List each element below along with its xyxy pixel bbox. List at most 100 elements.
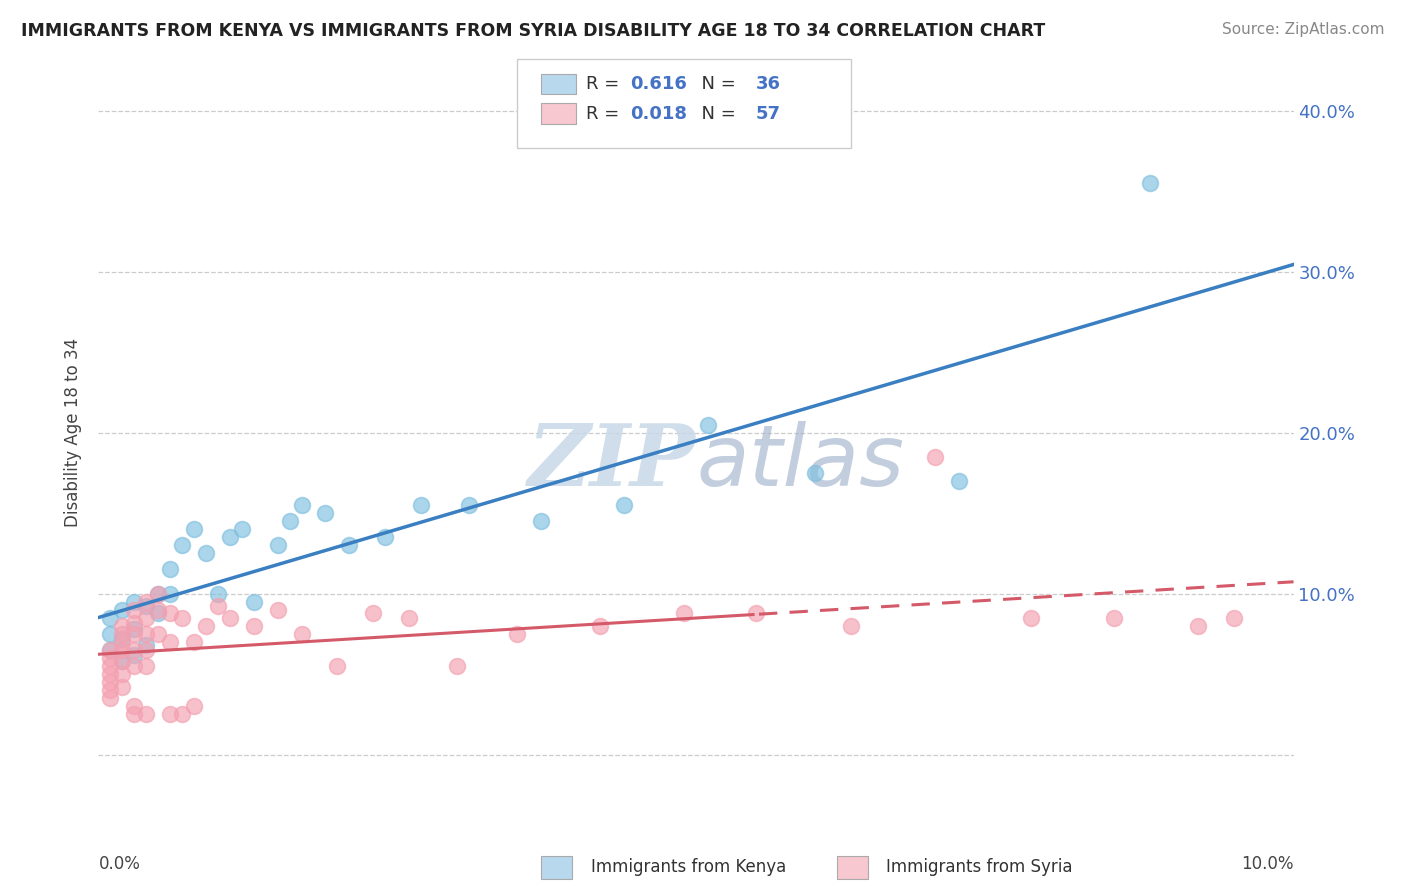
Point [589, 619, 612, 633]
Point [326, 659, 349, 673]
Point [363, 606, 385, 620]
Point [841, 619, 863, 633]
Point [98, 651, 122, 665]
Point [948, 474, 970, 488]
Point [111, 627, 134, 641]
Point [1187, 619, 1209, 633]
Point [278, 514, 301, 528]
Text: 0.0%: 0.0% [98, 855, 141, 872]
Point [506, 627, 529, 641]
Point [148, 627, 170, 641]
Point [159, 586, 181, 600]
FancyBboxPatch shape [517, 59, 852, 147]
Point [195, 546, 218, 560]
Point [183, 522, 205, 536]
Point [411, 498, 433, 512]
Text: atlas: atlas [696, 421, 904, 504]
Point [446, 659, 468, 673]
Text: 10.0%: 10.0% [1241, 855, 1294, 872]
Point [183, 699, 205, 714]
Point [98, 610, 122, 624]
Text: N =: N = [690, 75, 741, 93]
Point [267, 602, 290, 616]
Point [124, 602, 146, 616]
Point [111, 635, 134, 649]
Point [219, 530, 242, 544]
Point [124, 615, 146, 630]
Point [124, 627, 146, 641]
Point [98, 691, 122, 706]
Point [924, 450, 946, 464]
Text: Source: ZipAtlas.com: Source: ZipAtlas.com [1222, 22, 1385, 37]
Point [111, 654, 134, 668]
Point [135, 638, 157, 652]
Point [673, 606, 696, 620]
Point [111, 654, 134, 668]
Text: Immigrants from Syria: Immigrants from Syria [886, 858, 1073, 876]
Point [172, 538, 194, 552]
Text: R =: R = [586, 104, 626, 122]
Point [458, 498, 481, 512]
Point [243, 594, 266, 608]
Point [98, 683, 122, 698]
Point [159, 707, 181, 722]
Point [315, 506, 337, 520]
Text: R =: R = [586, 75, 626, 93]
Point [1139, 176, 1161, 190]
Point [124, 707, 146, 722]
Point [124, 699, 146, 714]
Point [111, 619, 134, 633]
Point [148, 586, 170, 600]
Point [148, 602, 170, 616]
Point [98, 643, 122, 657]
Point [613, 498, 636, 512]
Text: 0.616: 0.616 [630, 75, 688, 93]
Point [291, 627, 314, 641]
Point [339, 538, 361, 552]
Point [1104, 610, 1126, 624]
Point [291, 498, 314, 512]
Point [111, 632, 134, 646]
Point [159, 562, 181, 576]
Text: Immigrants from Kenya: Immigrants from Kenya [591, 858, 786, 876]
Y-axis label: Disability Age 18 to 34: Disability Age 18 to 34 [65, 338, 83, 527]
Point [195, 619, 218, 633]
Point [219, 610, 242, 624]
Text: ZIP: ZIP [529, 420, 696, 504]
Text: N =: N = [690, 104, 741, 122]
Point [172, 610, 194, 624]
Point [124, 643, 146, 657]
Point [135, 627, 157, 641]
Point [98, 627, 122, 641]
Point [135, 659, 157, 673]
Point [124, 659, 146, 673]
Point [124, 594, 146, 608]
Point [98, 675, 122, 690]
Point [135, 643, 157, 657]
Point [135, 707, 157, 722]
Point [207, 599, 229, 614]
Point [148, 586, 170, 600]
Point [124, 622, 146, 636]
Point [231, 522, 253, 536]
Text: 0.018: 0.018 [630, 104, 688, 122]
Text: 57: 57 [756, 104, 780, 122]
Point [111, 667, 134, 681]
Point [267, 538, 290, 552]
Text: 36: 36 [756, 75, 780, 93]
Point [243, 619, 266, 633]
Point [530, 514, 553, 528]
Point [745, 606, 768, 620]
Bar [541, 103, 576, 124]
Point [148, 606, 170, 620]
Point [1019, 610, 1042, 624]
Point [697, 417, 720, 432]
Point [207, 586, 229, 600]
Point [172, 707, 194, 722]
Text: IMMIGRANTS FROM KENYA VS IMMIGRANTS FROM SYRIA DISABILITY AGE 18 TO 34 CORRELATI: IMMIGRANTS FROM KENYA VS IMMIGRANTS FROM… [21, 22, 1045, 40]
Point [135, 594, 157, 608]
Point [135, 599, 157, 614]
Point [111, 602, 134, 616]
Bar [541, 73, 576, 95]
Point [804, 466, 827, 480]
